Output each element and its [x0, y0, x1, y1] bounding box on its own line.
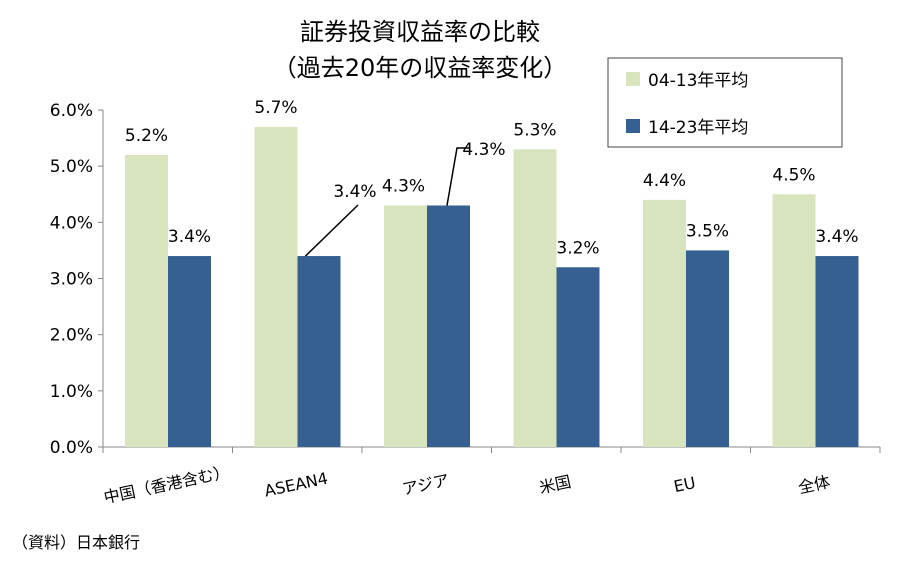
data-label: 3.4%: [333, 182, 376, 202]
data-label: 4.3%: [382, 176, 425, 196]
x-tick-label: EU: [672, 473, 697, 496]
bar-14-23: [427, 205, 470, 447]
source-note: （資料）日本銀行: [12, 533, 140, 552]
bar-04-13: [254, 126, 298, 447]
x-tick-label: アジア: [400, 470, 450, 498]
legend-label-04-13: 04-13年平均: [648, 71, 748, 91]
data-label: 3.4%: [815, 227, 858, 247]
legend-label-14-23: 14-23年平均: [648, 118, 748, 138]
x-tick-label: 米国: [537, 472, 572, 497]
bar-14-23: [168, 256, 211, 447]
data-label: 4.5%: [772, 165, 815, 185]
bar-04-13: [772, 194, 816, 447]
y-tick-label: 4.0%: [50, 213, 93, 233]
x-tick-label: 中国（香港含む）: [102, 462, 231, 507]
legend-swatch-04-13: [626, 72, 640, 86]
data-label: 5.7%: [254, 98, 297, 118]
x-tick-label: ASEAN4: [263, 469, 330, 501]
y-tick-label: 3.0%: [50, 270, 93, 290]
y-tick-label: 6.0%: [50, 101, 93, 121]
bar-14-23: [556, 267, 600, 447]
y-tick-label: 1.0%: [50, 382, 93, 402]
data-label: 3.2%: [556, 238, 599, 258]
bar-04-13: [384, 205, 427, 447]
data-label: 4.3%: [462, 140, 505, 160]
y-tick-label: 5.0%: [50, 157, 93, 177]
leader-line: [304, 204, 359, 257]
data-label: 5.3%: [513, 120, 556, 140]
data-label: 4.4%: [643, 171, 686, 191]
legend: 04-13年平均 14-23年平均: [607, 57, 843, 148]
y-tick-label: 2.0%: [50, 326, 93, 346]
data-label: 3.5%: [686, 221, 729, 241]
bar-04-13: [513, 149, 557, 448]
chart-subtitle: （過去20年の収益率変化）: [273, 54, 568, 82]
data-label: 5.2%: [125, 126, 168, 146]
bar-14-23: [815, 256, 859, 447]
x-tick-label: 全体: [796, 472, 831, 497]
bar-14-23: [297, 256, 341, 447]
bar-04-13: [643, 199, 686, 447]
legend-swatch-14-23: [626, 119, 640, 133]
bar-04-13: [125, 154, 168, 447]
bar-14-23: [686, 250, 729, 447]
data-label: 3.4%: [168, 227, 211, 247]
chart-title: 証券投資収益率の比較: [300, 18, 540, 46]
leader-line: [446, 147, 470, 206]
y-tick-label: 0.0%: [50, 438, 93, 458]
